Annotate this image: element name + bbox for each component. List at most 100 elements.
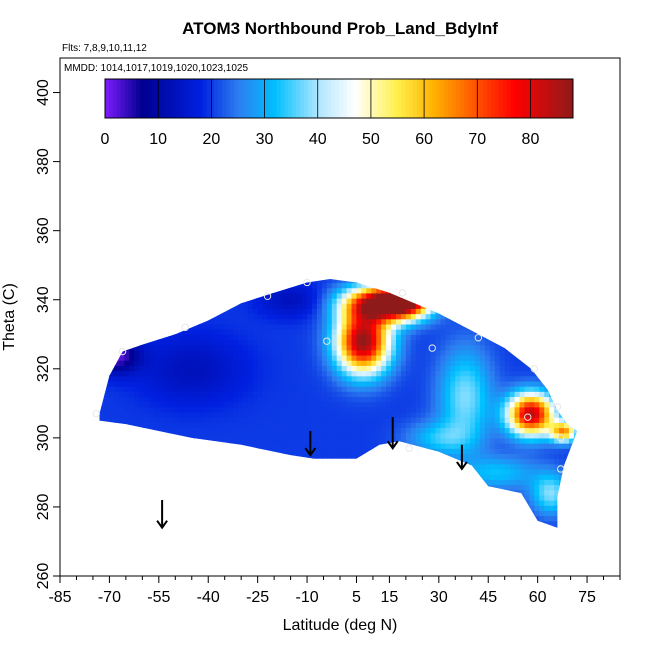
field-cell (376, 380, 382, 387)
field-cell (302, 432, 308, 439)
field-cell (336, 386, 343, 392)
field-cell (228, 279, 234, 284)
field-cell (292, 468, 298, 475)
field-cell (470, 354, 476, 361)
field-cell (99, 282, 101, 289)
field-cell (90, 526, 96, 532)
field-cell (336, 323, 343, 330)
field-cell (242, 380, 249, 387)
field-cell (450, 396, 456, 403)
field-cell (524, 489, 531, 496)
field-cell (321, 494, 328, 501)
field-cell (539, 292, 545, 299)
field-cell (475, 349, 481, 356)
field-cell (499, 448, 506, 455)
field-cell (524, 422, 531, 429)
field-cell (529, 339, 535, 346)
field-cell (316, 354, 323, 361)
field-cell (193, 406, 199, 413)
field-cell (539, 479, 545, 486)
field-cell (237, 453, 244, 460)
field-cell (277, 272, 283, 278)
field-cell (144, 432, 150, 439)
field-cell (351, 494, 358, 501)
field-cell (400, 329, 407, 335)
field-cell (282, 520, 288, 527)
field-cell (99, 308, 106, 315)
field-cell (277, 525, 283, 528)
field-cell (450, 536, 456, 542)
field-cell (312, 474, 318, 480)
field-cell (396, 396, 402, 403)
field-cell (168, 375, 175, 382)
field-cell (484, 448, 491, 455)
field-cell (213, 287, 219, 294)
field-cell (257, 313, 264, 320)
field-cell (297, 287, 303, 294)
field-cell (327, 272, 333, 278)
field-cell (346, 334, 353, 341)
field-cell (188, 292, 195, 299)
field-cell (559, 329, 565, 335)
field-cell (124, 313, 130, 320)
field-cell (262, 329, 269, 335)
field-cell (440, 510, 447, 517)
field-cell (282, 494, 288, 501)
field-cell (223, 365, 229, 372)
field-cell (277, 298, 283, 304)
field-cell (119, 354, 125, 361)
field-cell (297, 282, 303, 289)
field-cell (420, 494, 427, 501)
field-cell (282, 303, 288, 309)
field-cell (420, 318, 427, 325)
field-cell (544, 360, 550, 366)
field-cell (203, 417, 209, 423)
field-cell (153, 458, 160, 465)
field-cell (144, 334, 150, 341)
field-cell (90, 459, 96, 465)
field-cell (470, 453, 476, 460)
field-cell (559, 411, 565, 418)
field-cell (282, 432, 288, 439)
field-cell (410, 391, 417, 398)
field-cell (99, 453, 101, 460)
field-cell (193, 432, 199, 439)
field-cell (232, 344, 239, 351)
field-cell (153, 479, 160, 486)
field-cell (435, 458, 442, 465)
field-cell (480, 329, 486, 335)
field-cell (316, 458, 323, 465)
field-cell (386, 391, 392, 398)
field-cell (223, 427, 229, 434)
field-cell (480, 344, 486, 351)
field-cell (529, 354, 535, 361)
field-cell (549, 448, 555, 455)
field-cell (326, 484, 333, 491)
field-cell (267, 396, 274, 403)
field-cell (198, 500, 204, 506)
field-cell (489, 468, 496, 475)
field-cell (247, 360, 254, 366)
field-cell (228, 308, 234, 315)
field-cell (381, 505, 387, 511)
field-cell (148, 308, 155, 315)
field-cell (386, 375, 392, 382)
field-cell (391, 468, 397, 475)
field-cell (188, 344, 195, 351)
field-cell (272, 298, 279, 304)
field-cell (490, 272, 496, 278)
field-cell (321, 411, 328, 418)
field-cell (391, 406, 397, 413)
field-cell (228, 375, 234, 382)
field-cell (139, 354, 145, 361)
field-cell (99, 463, 106, 470)
field-cell (287, 308, 293, 315)
field-cell (139, 463, 145, 470)
field-cell (148, 318, 155, 325)
field-cell (534, 422, 540, 429)
field-cell (544, 386, 550, 392)
field-cell (415, 463, 422, 470)
field-cell (336, 500, 343, 506)
field-cell (114, 313, 120, 320)
field-cell (163, 349, 170, 356)
